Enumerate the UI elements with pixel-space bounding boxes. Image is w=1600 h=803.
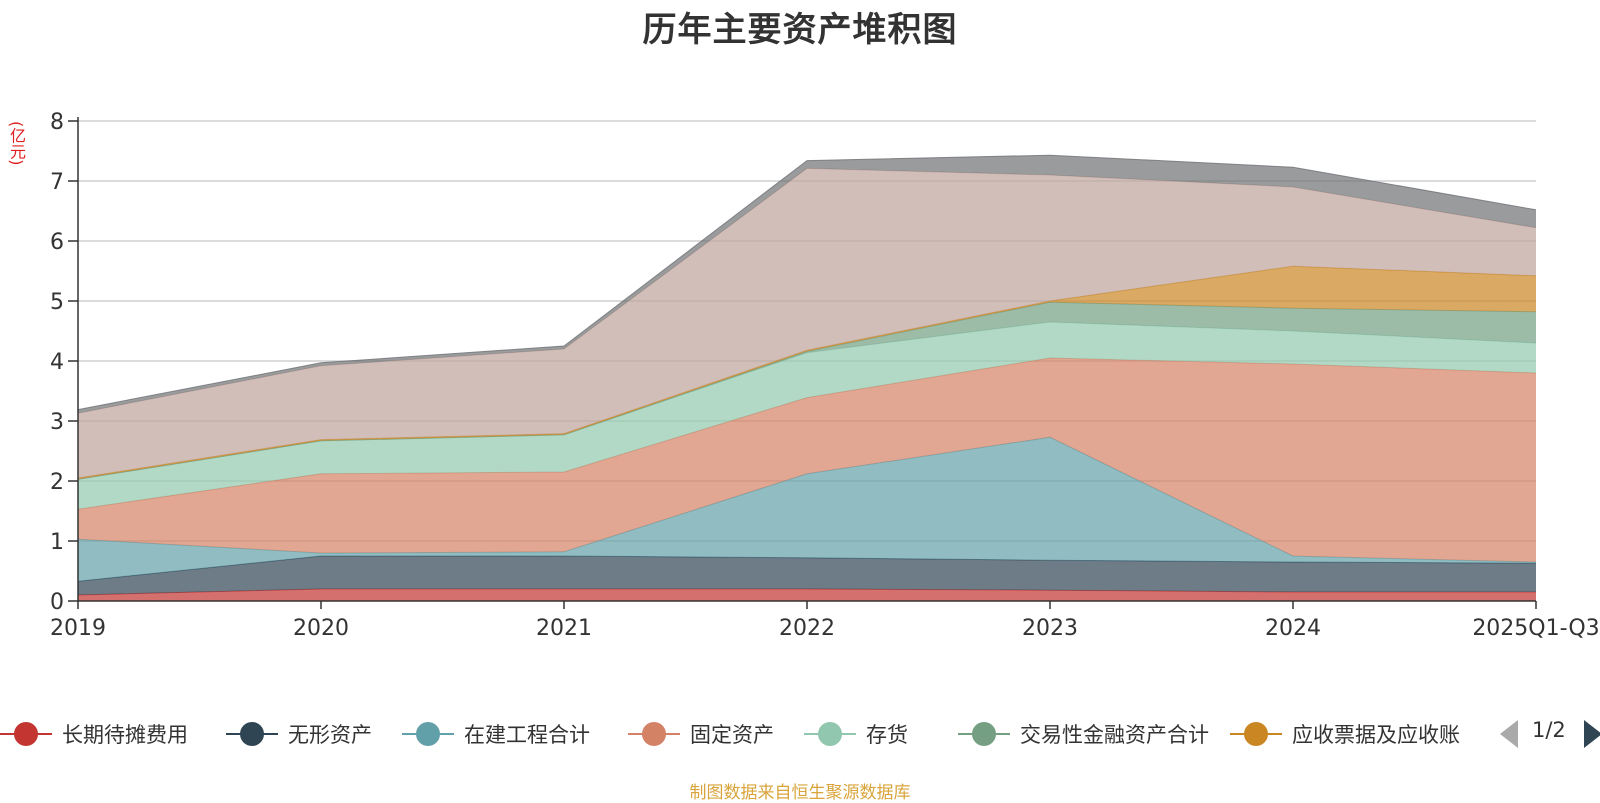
x-tick-label: 2021 [536,616,592,641]
y-tick-label: 1 [50,530,64,555]
area-series-0 [78,589,1536,601]
stacked-area-chart: 0 1 2 3 4 5 6 7 8 2019 2020 2021 2022 2023 2024 2025Q1-… [50,110,1600,641]
legend-marker-icon [958,722,1010,746]
legend-label: 存货 [866,723,908,747]
legend-label: 交易性金融资产合计 [1020,723,1209,747]
legend-marker-icon [226,722,278,746]
y-tick-label: 5 [50,290,64,315]
x-tick-label: 2022 [779,616,835,641]
y-axis-unit-label: (亿元) [7,121,26,166]
legend-label: 长期待摊费用 [62,723,188,747]
legend-label: 无形资产 [288,723,372,747]
area-series-4 [78,322,1536,510]
x-tick-label: 2019 [50,616,106,641]
legend-marker-icon [0,722,52,746]
legend-item[interactable]: 交易性金融资产合计 [958,716,1209,752]
area-line-8 [77,154,1537,411]
legend-marker-icon [628,722,680,746]
data-source-note: 制图数据来自恒生聚源数据库 [689,783,911,803]
legend-marker-icon [402,722,454,746]
area-series-2 [78,437,1536,582]
y-tick-label: 4 [50,350,64,375]
y-tick-label: 0 [50,590,64,615]
area-series-1 [78,556,1536,595]
chart-title: 历年主要资产堆积图 [642,10,958,50]
x-tick-label: 2024 [1265,616,1321,641]
legend-next-page-icon[interactable] [1584,720,1600,748]
legend-item[interactable]: 存货 [804,716,908,752]
y-tick-label: 3 [50,410,64,435]
legend: 长期待摊费用 无形资产 在建工程合计 固定资产 存货 交易性金融资产合计 应收票据及应收账 [0,716,1600,752]
area-series-5 [78,302,1536,480]
legend-label: 在建工程合计 [464,723,590,747]
area-series-3 [78,358,1536,562]
area-series-7 [78,168,1536,478]
legend-label: 应收票据及应收账 [1292,723,1460,747]
legend-page-indicator: 1/2 [1532,718,1566,742]
x-tick-label: 2025Q1-Q3 [1472,616,1599,641]
legend-prev-page-icon[interactable] [1500,720,1518,748]
legend-item[interactable]: 应收票据及应收账 [1230,716,1460,752]
y-tick-label: 2 [50,470,64,495]
y-tick-label: 8 [50,110,64,135]
y-tick-label: 6 [50,230,64,255]
area-series-6 [78,266,1536,480]
x-tick-label: 2020 [293,616,349,641]
legend-item[interactable]: 固定资产 [628,716,774,752]
legend-marker-icon [804,722,856,746]
legend-item[interactable]: 长期待摊费用 [0,716,188,752]
legend-item[interactable]: 无形资产 [226,716,372,752]
y-tick-label: 7 [50,170,64,195]
legend-item[interactable]: 在建工程合计 [402,716,590,752]
legend-label: 固定资产 [690,723,774,747]
x-tick-label: 2023 [1022,616,1078,641]
legend-marker-icon [1230,722,1282,746]
